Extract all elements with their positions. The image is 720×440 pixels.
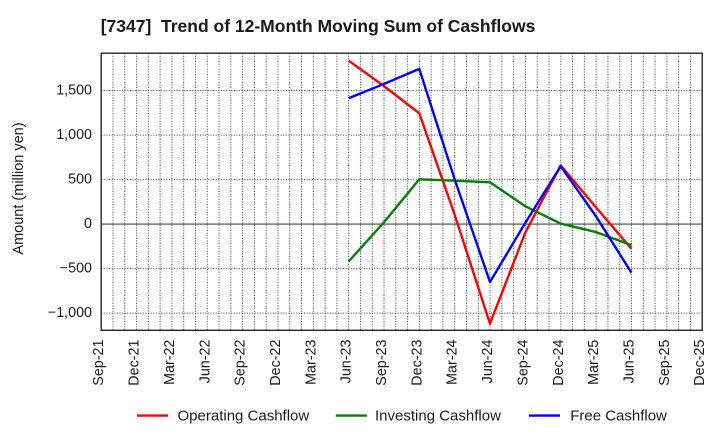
svg-text:500: 500	[68, 172, 92, 188]
svg-text:Dec-22: Dec-22	[268, 340, 284, 386]
svg-text:0: 0	[84, 216, 92, 232]
svg-text:Investing Cashflow: Investing Cashflow	[375, 408, 501, 425]
svg-text:Sep-25: Sep-25	[657, 340, 673, 386]
svg-text:Mar-23: Mar-23	[303, 340, 319, 385]
svg-text:Jun-24: Jun-24	[480, 340, 496, 384]
svg-text:Free Cashflow: Free Cashflow	[570, 408, 667, 425]
svg-text:Dec-21: Dec-21	[127, 340, 143, 386]
svg-text:Jun-25: Jun-25	[621, 340, 637, 384]
svg-text:Sep-24: Sep-24	[515, 340, 531, 386]
svg-text:Sep-23: Sep-23	[374, 340, 390, 386]
svg-text:Sep-22: Sep-22	[233, 340, 249, 386]
svg-text:−1,000: −1,000	[48, 305, 92, 321]
svg-text:1,500: 1,500	[56, 83, 92, 99]
svg-text:Mar-25: Mar-25	[586, 340, 602, 385]
svg-text:Mar-24: Mar-24	[445, 340, 461, 385]
svg-text:−500: −500	[60, 261, 92, 277]
svg-text:Dec-23: Dec-23	[409, 340, 425, 386]
svg-text:Amount (million yen): Amount (million yen)	[11, 122, 27, 254]
svg-text:Jun-22: Jun-22	[197, 340, 213, 384]
svg-text:Dec-24: Dec-24	[551, 340, 567, 386]
svg-text:1,000: 1,000	[56, 127, 92, 143]
svg-text:Mar-22: Mar-22	[162, 340, 178, 385]
svg-text:Jun-23: Jun-23	[339, 340, 355, 384]
svg-text:Operating Cashflow: Operating Cashflow	[178, 408, 310, 425]
svg-text:Dec-25: Dec-25	[692, 340, 708, 386]
svg-text:[7347] Trend of 12-Month Movi: [7347] Trend of 12-Month Moving Sum of C…	[101, 16, 536, 36]
svg-text:Sep-21: Sep-21	[91, 340, 107, 386]
